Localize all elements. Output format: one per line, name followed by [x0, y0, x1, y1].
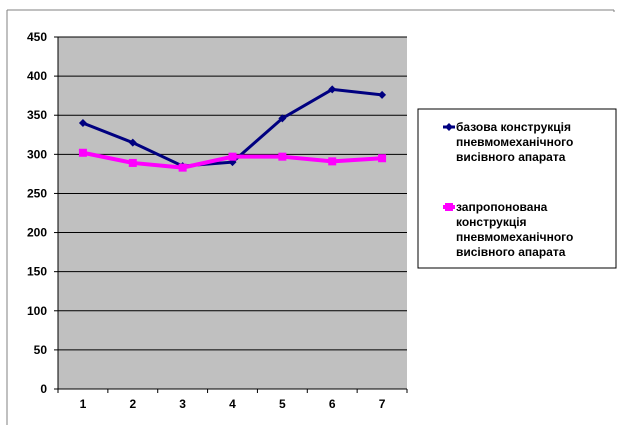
y-tick-label: 150 — [27, 265, 47, 279]
x-tick-label: 1 — [80, 397, 87, 411]
legend-label: висівного апарата — [456, 245, 566, 259]
legend-entry-2: запропонованаконструкціяпневмомеханічног… — [443, 200, 573, 259]
data-point — [378, 90, 387, 99]
data-point — [178, 163, 187, 172]
data-point — [278, 152, 287, 161]
y-tick-label: 450 — [27, 30, 47, 44]
y-tick-label: 100 — [27, 304, 47, 318]
series-2 — [78, 148, 387, 172]
x-tick-label: 5 — [279, 397, 286, 411]
y-tick-label: 50 — [34, 343, 48, 357]
y-tick-label: 200 — [27, 226, 47, 240]
y-tick-label: 250 — [27, 186, 47, 200]
legend-marker — [445, 203, 453, 211]
y-tick-label: 400 — [27, 69, 47, 83]
legend-label: базова конструкція — [456, 120, 571, 134]
legend-box — [417, 108, 617, 269]
plot-area — [58, 37, 407, 389]
data-point — [228, 152, 237, 161]
x-tick-label: 3 — [179, 397, 186, 411]
legend-label: запропонована — [456, 200, 548, 214]
legend: базова конструкціяпневмомеханічноговисів… — [443, 120, 573, 259]
axes — [57, 37, 407, 390]
data-point — [328, 85, 337, 94]
series-lines — [78, 85, 387, 172]
x-tick-label: 7 — [379, 397, 386, 411]
data-point — [78, 119, 87, 128]
data-point — [128, 138, 137, 147]
data-point — [378, 154, 387, 163]
y-tick-labels: 0 50 100 150 200 250 300 350 400 450 — [27, 30, 47, 396]
data-point — [278, 114, 287, 123]
grid-lines — [54, 36, 407, 390]
y-tick-label: 300 — [27, 147, 47, 161]
legend-marker — [445, 123, 453, 131]
legend-label: конструкція — [456, 215, 527, 229]
y-tick-label: 350 — [27, 108, 47, 122]
x-tick-label: 4 — [229, 397, 236, 411]
legend-label: висівного апарата — [456, 150, 566, 164]
data-point — [78, 148, 87, 157]
legend-label: пневмомеханічного — [456, 135, 573, 149]
x-tick-labels: 1 2 3 4 5 6 7 — [57, 389, 408, 411]
y-tick-label: 0 — [40, 382, 47, 396]
data-point — [328, 157, 337, 166]
legend-label: пневмомеханічного — [456, 230, 573, 244]
x-tick-label: 2 — [129, 397, 136, 411]
data-point — [128, 158, 137, 167]
legend-entry-1: базова конструкціяпневмомеханічноговисів… — [443, 120, 573, 164]
x-tick-label: 6 — [329, 397, 336, 411]
